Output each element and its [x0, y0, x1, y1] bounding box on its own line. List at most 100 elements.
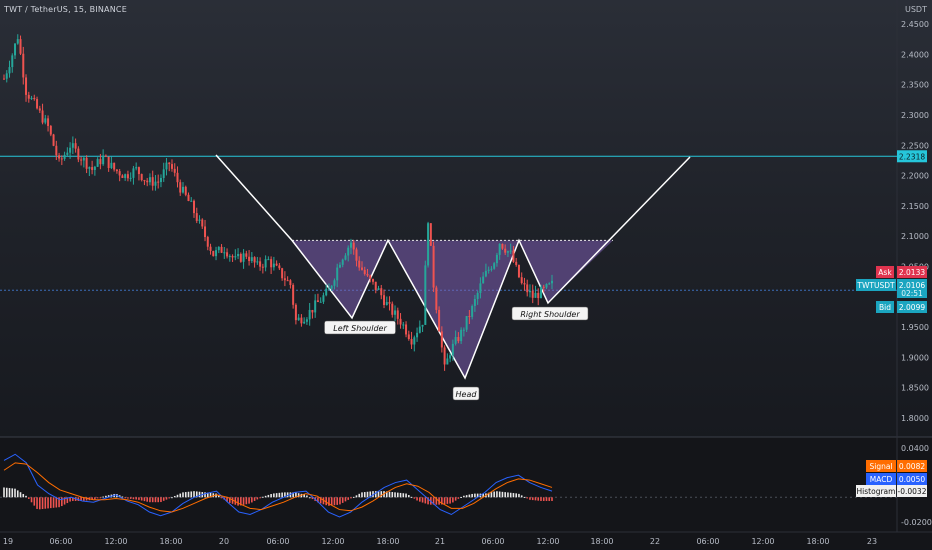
candle-body [372, 279, 375, 282]
histogram-bar [474, 493, 476, 498]
histogram-bar [102, 496, 104, 498]
candle-body [242, 253, 245, 262]
histogram-bar [118, 495, 121, 498]
signal-value-bg [897, 460, 927, 472]
histogram-bar [69, 497, 71, 502]
candle-body [38, 108, 41, 111]
histogram-bar [452, 497, 454, 503]
candle-body [385, 302, 388, 305]
histogram-bar [372, 491, 374, 498]
histogram-bar [408, 495, 410, 498]
histogram-bar [363, 492, 366, 498]
candle-body [427, 223, 430, 266]
resistance-tag-bg [897, 150, 927, 163]
ask-label-bg [876, 266, 894, 278]
candle-body [27, 94, 30, 99]
histogram-bar [523, 496, 526, 498]
histogram-bar [22, 494, 25, 498]
histogram-bar [91, 497, 93, 500]
candle-body [223, 252, 226, 254]
histogram-bar [140, 497, 143, 501]
candle-body [493, 263, 496, 269]
x-tick-label: 18:00 [806, 537, 829, 546]
histogram-bar [55, 497, 58, 508]
histogram-bar [487, 492, 490, 498]
histogram-bar [138, 497, 140, 500]
histogram-bar [107, 495, 110, 498]
histogram-bar [162, 497, 165, 501]
histogram-bar [515, 493, 518, 498]
signal-label: Signal [869, 462, 892, 471]
candle-body [99, 159, 102, 165]
histogram-bar [421, 497, 424, 503]
histogram-bar [33, 497, 36, 506]
candles-layer [3, 34, 553, 371]
histogram-bar [217, 495, 220, 498]
candle-body [438, 309, 441, 332]
candle-body [176, 172, 179, 183]
histogram-bar [63, 497, 66, 505]
histogram-bar [402, 493, 405, 498]
symbol-title[interactable]: TWT / TetherUS, 15, BINANCE [4, 5, 127, 14]
histogram-value-bg [897, 485, 927, 497]
x-tick-label: 18:00 [159, 537, 182, 546]
resistance-tag: 2.2318 [899, 152, 925, 161]
x-tick-label: 12:00 [321, 537, 344, 546]
price-axis[interactable]: USDT 2.4500 2.4000 2.3500 2.3000 2.2500 2.2000… [901, 5, 932, 527]
histogram-value: -0.0032 [898, 487, 927, 496]
histogram-bar [468, 494, 471, 498]
histogram-bar [149, 497, 151, 503]
histogram-bar [344, 497, 347, 502]
candle-body [253, 257, 256, 263]
pattern-label-box [511, 306, 589, 321]
candle-body [490, 268, 493, 270]
histogram-bar [317, 497, 319, 503]
candle-body [58, 155, 61, 159]
pattern-label: Left Shoulder [333, 324, 387, 333]
candle-body [74, 143, 77, 149]
candle-body [36, 99, 39, 109]
histogram-bar [38, 497, 41, 510]
histogram-bar [220, 497, 223, 499]
time-axis[interactable]: 19 06:00 12:00 18:00 20 06:00 12:00 18:00 21 06:0… [3, 537, 877, 546]
histogram-bar [405, 493, 407, 498]
signal-label-bg [866, 460, 896, 472]
candle-body [418, 326, 421, 333]
candle-body [187, 194, 190, 201]
candle-body [8, 67, 11, 74]
candle-body [226, 252, 229, 257]
candle-body [270, 259, 273, 268]
histogram-bar [173, 495, 176, 498]
candle-body [289, 280, 292, 285]
candle-body [102, 155, 105, 165]
histogram-bar [380, 491, 383, 498]
candle-body [551, 280, 553, 284]
x-tick-label: 06:00 [49, 537, 72, 546]
histogram-bar [176, 494, 179, 498]
signal-line [3, 462, 553, 513]
histogram-bar [195, 491, 198, 498]
candle-body [416, 332, 419, 338]
histogram-bar [330, 497, 333, 506]
histogram-bar [242, 497, 245, 505]
candle-body [250, 257, 253, 262]
candle-body [300, 317, 303, 324]
pattern-label-box [452, 386, 480, 401]
macd-value-bg [897, 473, 927, 485]
candle-body [504, 248, 507, 253]
histogram-bar [198, 491, 201, 498]
candle-body [396, 310, 399, 319]
candle-body [322, 295, 325, 302]
candle-body [363, 269, 366, 275]
x-tick-label: 12:00 [536, 537, 559, 546]
histogram-bar [454, 497, 457, 501]
candle-body [460, 329, 463, 342]
candle-body [388, 302, 391, 304]
candle-body [217, 246, 220, 251]
candle-body [344, 255, 347, 260]
candle-body [421, 324, 424, 327]
histogram-bar [30, 497, 33, 503]
x-tick-label: 12:00 [104, 537, 127, 546]
candle-body [272, 263, 275, 268]
